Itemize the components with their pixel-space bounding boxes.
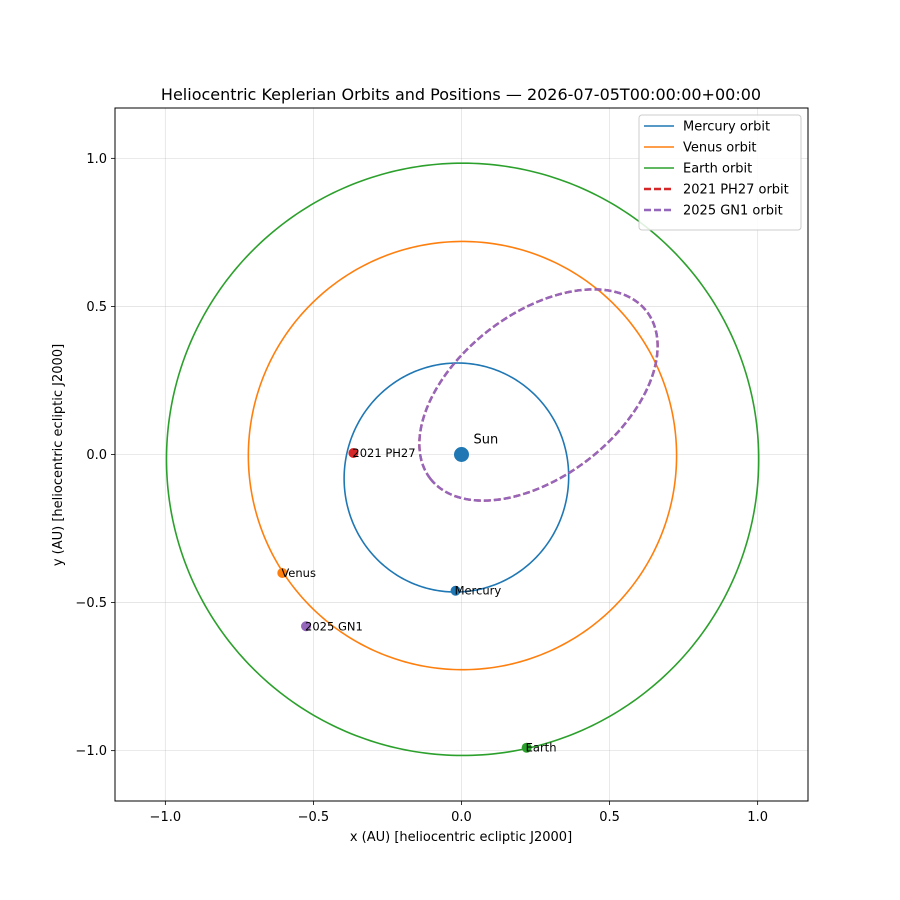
mercury-label: Mercury (455, 584, 502, 598)
sun-marker (454, 447, 469, 462)
legend-box (638, 114, 802, 231)
mercury-marker (450, 585, 461, 596)
x-tick-label: −1.0 (150, 810, 182, 825)
legend-label-2025-gn1-orbit: 2025 GN1 orbit (683, 204, 783, 219)
chart-title: Heliocentric Keplerian Orbits and Positi… (161, 85, 761, 104)
y-axis-label: y (AU) [heliocentric ecliptic J2000] (51, 344, 66, 566)
2021-ph27-marker (348, 448, 359, 459)
y-tick-label: 0.5 (86, 300, 107, 315)
ticks: −1.0 −0.5 0.0 0.5 1.0 −1.0 −0.5 0.0 0.5 1.0 (75, 152, 768, 825)
earth-marker (521, 742, 532, 753)
venus-orbit-line (247, 240, 678, 671)
sun-label: Sun (474, 433, 499, 448)
x-tick-label: 0.0 (451, 810, 472, 825)
legend-label-mercury-orbit: Mercury orbit (683, 120, 770, 135)
2021-ph27-label: 2021 PH27 (352, 446, 415, 460)
y-tick-label: 0.0 (86, 448, 107, 463)
2025-gn1-label: 2025 GN1 (305, 619, 363, 633)
2025-gn1-marker (301, 621, 312, 632)
x-tick-label: 1.0 (747, 810, 768, 825)
mercury-orbit-line (343, 362, 570, 593)
legend-label-2021-ph27-orbit: 2021 PH27 orbit (683, 183, 789, 198)
legend-label-earth-orbit: Earth orbit (683, 162, 752, 177)
plot-area: Sun Mercury Venus Earth 2021 PH27 2025 GN1 (165, 162, 760, 757)
legend: Mercury orbit Venus orbit Earth orbit 2021 … (638, 114, 802, 231)
y-tick-label: −0.5 (75, 596, 107, 611)
2025-gn1-orbit-line (418, 288, 659, 502)
earth-label: Earth (526, 741, 557, 755)
venus-marker (277, 567, 288, 578)
venus-label: Venus (281, 566, 316, 580)
y-tick-label: 1.0 (86, 152, 107, 167)
y-tick-label: −1.0 (75, 744, 107, 759)
x-tick-label: −0.5 (298, 810, 330, 825)
legend-label-venus-orbit: Venus orbit (683, 141, 757, 156)
x-axis-label: x (AU) [heliocentric ecliptic J2000] (350, 830, 572, 845)
x-tick-label: 0.5 (599, 810, 620, 825)
